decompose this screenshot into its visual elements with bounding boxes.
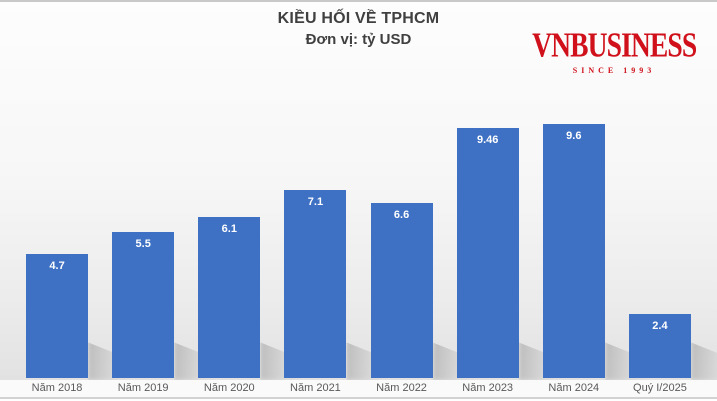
bar: 6.1	[198, 217, 313, 380]
bar-column: 2.4	[617, 124, 717, 380]
x-axis-labels: Năm 2018 Năm 2019 Năm 2020 Năm 2021 Năm 2022…	[0, 382, 717, 398]
bar-value-label: 6.6	[393, 209, 410, 221]
x-axis-label: Năm 2020	[203, 382, 255, 394]
bar: 6.6	[370, 203, 485, 380]
vnbusiness-logo-text: VNBUSINESS	[531, 26, 697, 65]
bar-value-label: 6.1	[221, 223, 237, 235]
x-axis-label: Năm 2021	[290, 382, 341, 394]
bar: 9.46	[456, 128, 571, 380]
x-axis-label: Quý I/2025	[633, 382, 687, 394]
bar: 5.5	[112, 232, 227, 380]
vnbusiness-logo: VNBUSINESS SINCE 1993	[521, 26, 707, 75]
bar-value-label: 7.1	[307, 196, 324, 208]
bar-value-label: 9.46	[476, 134, 499, 146]
chart-unit-subtitle: Đơn vị: tỷ USD	[305, 31, 412, 48]
bar: 2.4	[628, 314, 717, 380]
chart-title: KIỀU HỐI VỀ TPHCM	[277, 10, 440, 27]
x-axis-label: Năm 2018	[31, 382, 83, 394]
x-axis-label: Năm 2019	[117, 382, 169, 394]
bar-floor-shadow	[690, 342, 717, 380]
x-axis-label: Năm 2023	[462, 382, 514, 394]
x-axis-strip	[0, 380, 717, 399]
bar-value-label: 5.5	[135, 238, 151, 250]
bar: 4.7	[26, 254, 141, 380]
bar-value-label: 2.4	[652, 320, 668, 332]
bar-column: 6.6	[359, 124, 485, 380]
x-axis-label: Năm 2022	[376, 382, 427, 394]
bar-column: 4.7	[14, 124, 141, 380]
bar-column: 9.6	[531, 124, 657, 380]
bars-area: 4.7 5.5 6.1 7.1 6.6 9.46 9.6 2.4	[0, 124, 717, 380]
bar-column: 9.46	[445, 124, 571, 380]
bar-column: 6.1	[186, 124, 313, 380]
chart-header: KIỀU HỐI VỀ TPHCM Đơn vị: tỷ USD	[0, 10, 717, 48]
bar-column: 5.5	[100, 124, 227, 380]
bar-value-label: 9.6	[566, 130, 582, 142]
bar: 7.1	[284, 190, 399, 380]
bar: 9.6	[542, 124, 657, 380]
vnbusiness-logo-tagline: SINCE 1993	[572, 66, 656, 75]
bar-value-label: 4.7	[49, 260, 65, 272]
bar-column: 7.1	[272, 124, 399, 380]
x-axis-label: Năm 2024	[548, 382, 600, 394]
